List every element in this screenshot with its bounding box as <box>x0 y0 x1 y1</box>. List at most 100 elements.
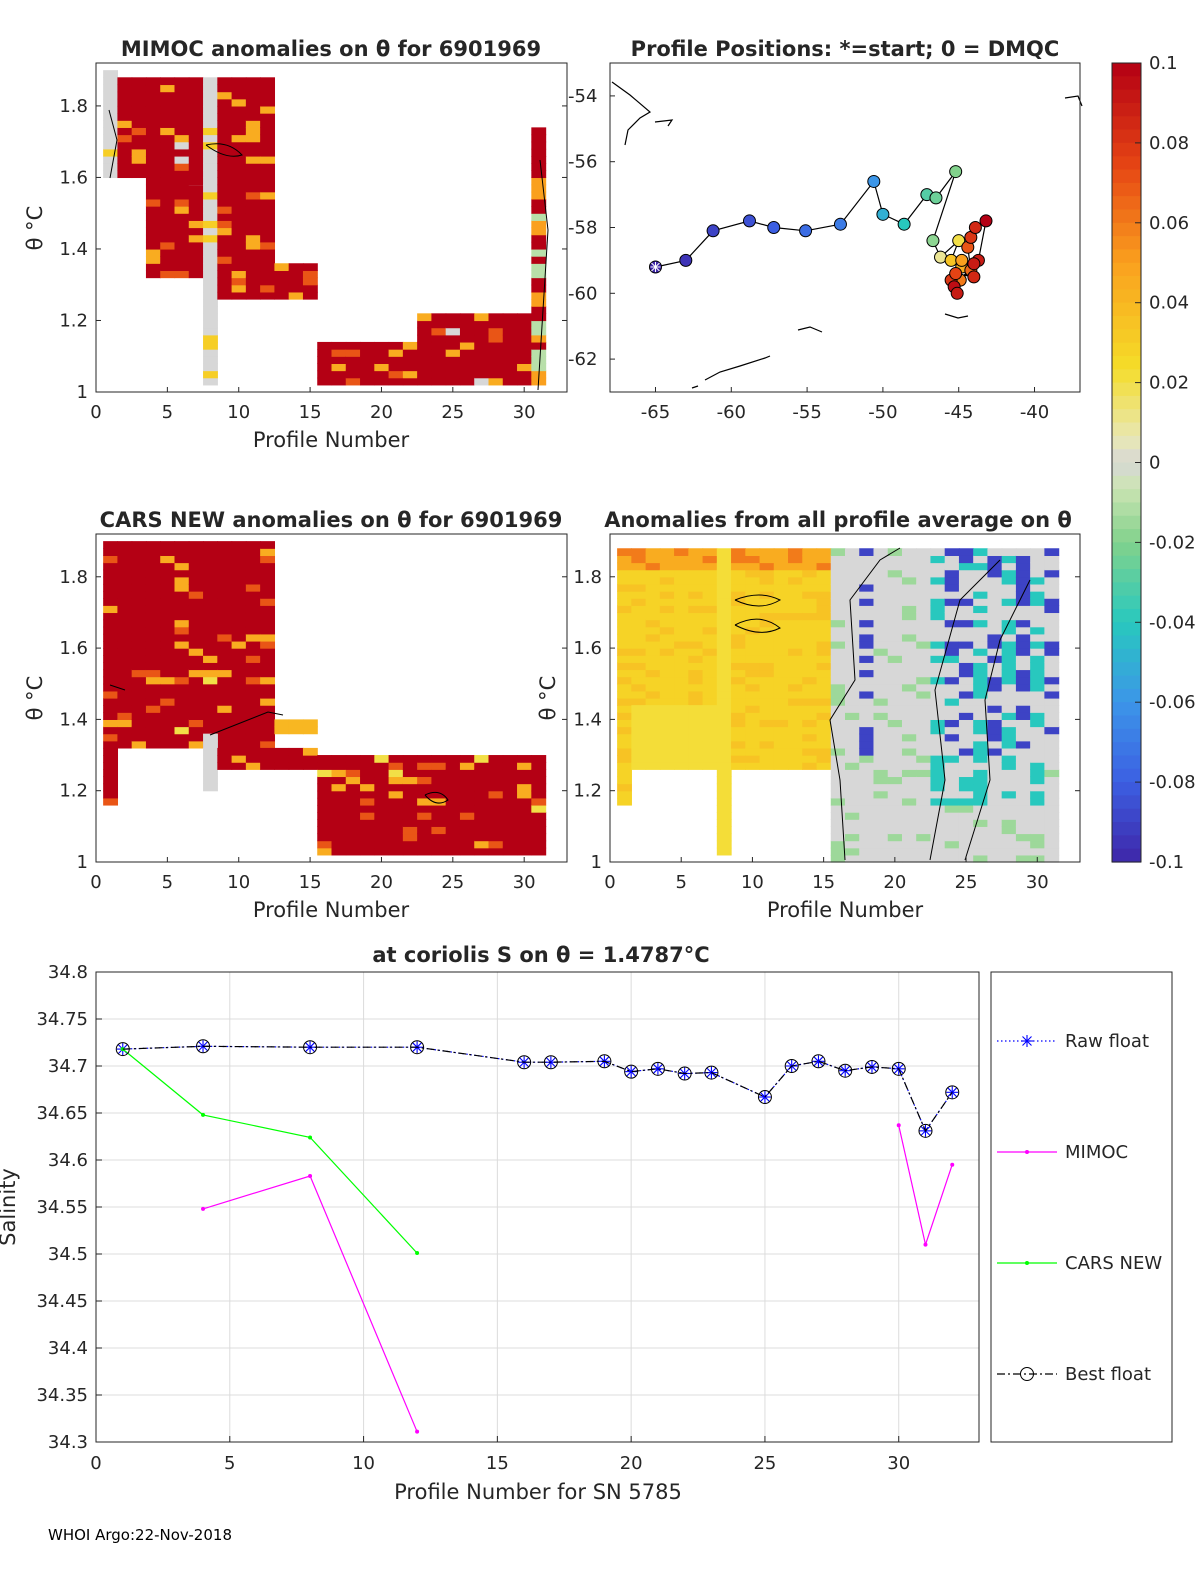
heatmap-cell <box>944 840 960 849</box>
colorbar-swatch <box>1112 595 1141 610</box>
heatmap-cell <box>174 712 190 720</box>
heatmap-cell <box>1001 719 1017 728</box>
heatmap-cell <box>474 349 490 357</box>
heatmap-cell <box>859 797 875 806</box>
heatmap-cell <box>260 134 276 143</box>
heatmap-cell <box>759 747 775 756</box>
heatmap-cell <box>816 676 832 685</box>
heatmap-cell <box>517 769 532 778</box>
heatmap-cell <box>145 583 161 592</box>
heatmap-cell <box>488 833 504 842</box>
colorbar-swatch <box>1112 502 1141 517</box>
data-point <box>1025 1261 1029 1265</box>
cars-y-label: θ °C <box>23 676 47 721</box>
heatmap-cell <box>802 762 818 770</box>
heatmap-cell <box>958 676 974 685</box>
heatmap-cell <box>930 662 946 671</box>
heatmap-cell <box>502 349 518 357</box>
heatmap-cell <box>1044 712 1060 720</box>
heatmap-cell <box>217 170 233 179</box>
heatmap-cell <box>830 712 846 720</box>
heatmap-cell <box>788 662 803 671</box>
x-tick-label: 10 <box>352 1453 375 1474</box>
heatmap-cell <box>987 619 1003 628</box>
heatmap-cell <box>160 576 176 585</box>
heatmap-cell <box>944 583 960 592</box>
heatmap-cell <box>131 612 147 621</box>
heatmap-cell <box>859 669 875 678</box>
heatmap-cell <box>231 127 247 136</box>
heatmap-cell <box>1044 548 1060 556</box>
heatmap-cell <box>145 105 161 114</box>
heatmap-cell <box>887 804 903 813</box>
heatmap-cell <box>859 569 875 578</box>
heatmap-cell <box>245 277 261 286</box>
heatmap-cell <box>103 105 119 114</box>
heatmap-cell <box>731 605 746 614</box>
heatmap-cell <box>459 769 475 778</box>
heatmap-cell <box>916 633 932 642</box>
heatmap-cell <box>217 213 233 221</box>
heatmap-cell <box>531 833 547 842</box>
heatmap-cell <box>260 170 276 179</box>
heatmap-cell <box>659 562 675 571</box>
heatmap-cell <box>901 648 917 656</box>
heatmap-cell <box>645 747 661 756</box>
heatmap-cell <box>788 562 803 571</box>
heatmap-cell <box>1015 576 1031 585</box>
heatmap-cell <box>859 733 875 742</box>
heatmap-cell <box>1001 698 1017 706</box>
heatmap-cell <box>759 598 775 606</box>
heatmap-cell <box>987 847 1003 856</box>
heatmap-cell <box>217 690 233 699</box>
heatmap-cell <box>901 633 917 642</box>
heatmap-cell <box>317 833 333 842</box>
heatmap-cell <box>944 833 960 842</box>
heatmap-cell <box>759 662 775 671</box>
heatmap-cell <box>930 690 946 699</box>
heatmap-cell <box>188 719 204 728</box>
colorbar-gradient <box>1112 63 1141 863</box>
heatmap-cell <box>973 598 989 606</box>
heatmap-cell <box>160 177 176 186</box>
heatmap-cell <box>1044 705 1060 713</box>
data-point <box>891 1061 906 1076</box>
heatmap-cell <box>445 755 461 763</box>
heatmap-cell <box>431 812 447 820</box>
heatmap-cell <box>617 747 632 756</box>
heatmap-cell <box>702 740 718 749</box>
heatmap-cell <box>901 640 917 649</box>
heatmap-cell <box>773 598 789 606</box>
heatmap-cell <box>873 755 889 763</box>
x-tick-label: 5 <box>162 872 173 893</box>
heatmap-cell <box>445 769 461 778</box>
heatmap-cell <box>345 783 361 792</box>
heatmap-cell <box>1015 812 1031 820</box>
heatmap-cell <box>702 548 718 556</box>
heatmap-cell <box>331 370 347 379</box>
heatmap-cell <box>260 662 276 671</box>
heatmap-cell <box>459 356 475 364</box>
heatmap-cell <box>459 804 475 813</box>
heatmap-cell <box>873 769 889 778</box>
mimoc-x-ticks: 0 5 10 15 20 25 30 <box>90 387 536 423</box>
heatmap-cell <box>374 370 390 379</box>
heatmap-cell <box>987 626 1003 635</box>
heatmap-cell <box>773 619 789 628</box>
heatmap-cell <box>131 712 147 720</box>
heatmap-cell <box>930 840 946 849</box>
heatmap-cell <box>488 363 504 372</box>
heatmap-cell <box>745 669 761 678</box>
y-tick-label: 34.35 <box>36 1385 88 1406</box>
heatmap-cell <box>759 569 775 578</box>
heatmap-cell <box>203 98 218 107</box>
heatmap-cell <box>288 263 304 272</box>
heatmap-cell <box>930 583 946 592</box>
heatmap-cell <box>788 655 803 663</box>
heatmap-cell <box>374 341 390 350</box>
heatmap-cell <box>231 91 247 100</box>
heatmap-cell <box>631 747 647 756</box>
heatmap-cell <box>131 548 147 556</box>
heatmap-cell <box>716 626 732 635</box>
heatmap-cell <box>231 248 247 257</box>
